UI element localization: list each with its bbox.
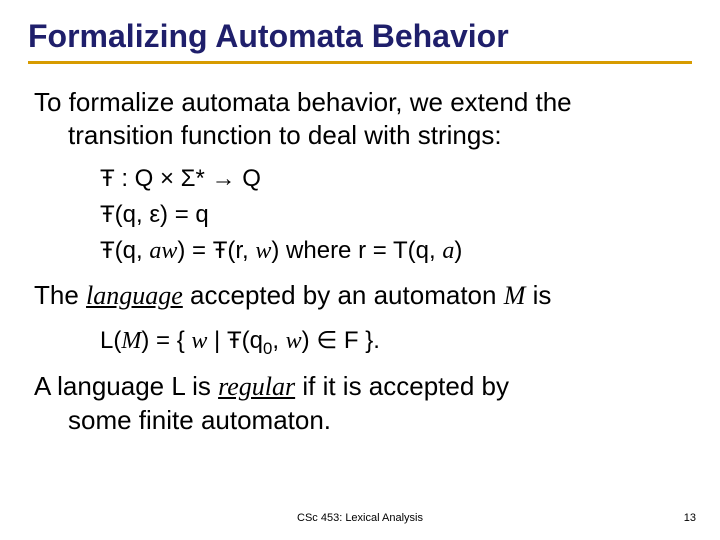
reg-a: A language L is bbox=[34, 371, 218, 401]
math-line-1: Ŧ : Q × Σ* → Q bbox=[100, 161, 692, 197]
math-l3-a: Ŧ(q, bbox=[100, 237, 149, 264]
intro-line-1: To formalize automata behavior, we exten… bbox=[34, 87, 572, 117]
math-l3-d: ) bbox=[454, 237, 462, 264]
ld-b: ) = { bbox=[141, 327, 191, 354]
ld-w: w bbox=[191, 328, 207, 354]
math-l3-c: ) where r = T(q, bbox=[271, 237, 442, 264]
reg-line-2: some finite automaton. bbox=[34, 404, 331, 437]
ld-w2: w bbox=[286, 328, 302, 354]
slide: Formalizing Automata Behavior To formali… bbox=[0, 0, 720, 540]
lang-word: language bbox=[86, 281, 183, 310]
math-line-2: Ŧ(q, ε) = q bbox=[100, 197, 692, 233]
intro-text: To formalize automata behavior, we exten… bbox=[34, 86, 692, 151]
math-block: Ŧ : Q × Σ* → Q Ŧ(q, ε) = q Ŧ(q, aw) = Ŧ(… bbox=[100, 161, 692, 269]
lang-b: accepted by an automaton bbox=[183, 280, 504, 310]
math-l3-w: w bbox=[255, 238, 271, 264]
math-line-3: Ŧ(q, aw) = Ŧ(r, w) where r = T(q, a) bbox=[100, 233, 692, 269]
ld-sub: 0 bbox=[263, 338, 272, 357]
language-def: L(M) = { w | Ŧ(q0, w) ∈ F }. bbox=[100, 323, 692, 361]
lang-a: The bbox=[34, 280, 86, 310]
regular-text: A language L is regular if it is accepte… bbox=[34, 370, 692, 436]
ld-a: L( bbox=[100, 327, 121, 354]
language-text: The language accepted by an automaton M … bbox=[34, 279, 692, 313]
reg-word: regular bbox=[218, 372, 295, 401]
math-l3-aw: aw bbox=[149, 238, 177, 264]
reg-b: if it is accepted by bbox=[295, 371, 509, 401]
math-l3-aa: a bbox=[442, 238, 454, 264]
footer-text: CSc 453: Lexical Analysis bbox=[0, 512, 720, 524]
slide-title: Formalizing Automata Behavior bbox=[28, 18, 692, 64]
ld-c: | Ŧ(q bbox=[207, 327, 263, 354]
page-number: 13 bbox=[684, 512, 696, 524]
ld-d: , bbox=[272, 327, 285, 354]
math-l3-b: ) = Ŧ(r, bbox=[177, 237, 255, 264]
lang-c: is bbox=[525, 280, 551, 310]
ld-e: ) ∈ F }. bbox=[302, 327, 380, 354]
lang-m: M bbox=[504, 281, 526, 310]
ld-m: M bbox=[121, 328, 141, 354]
intro-line-2: transition function to deal with strings… bbox=[34, 119, 502, 152]
